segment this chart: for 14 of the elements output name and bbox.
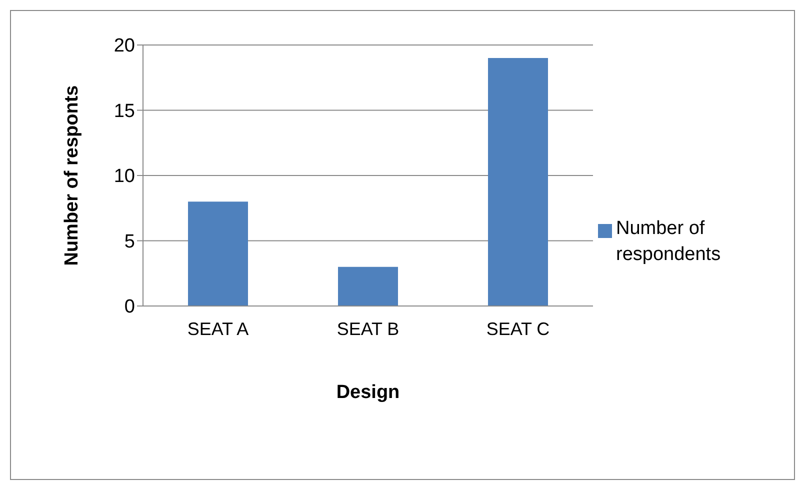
- y-tick-label: 0: [124, 296, 135, 318]
- x-tick-label: SEAT A: [187, 318, 249, 339]
- x-axis-title: Design: [336, 382, 400, 403]
- y-tick-label: 20: [114, 36, 135, 57]
- x-tick-label: SEAT B: [336, 318, 400, 339]
- legend-label: Number of respondents: [616, 217, 722, 267]
- y-tick-label: 15: [114, 100, 135, 122]
- bar: [188, 202, 248, 306]
- y-axis-title: Number of responts: [62, 85, 83, 266]
- bar: [338, 266, 398, 306]
- y-tick-label: 5: [124, 231, 135, 252]
- x-tick-label: SEAT C: [486, 318, 550, 339]
- bar: [488, 58, 548, 306]
- y-tick-label: 10: [114, 166, 135, 188]
